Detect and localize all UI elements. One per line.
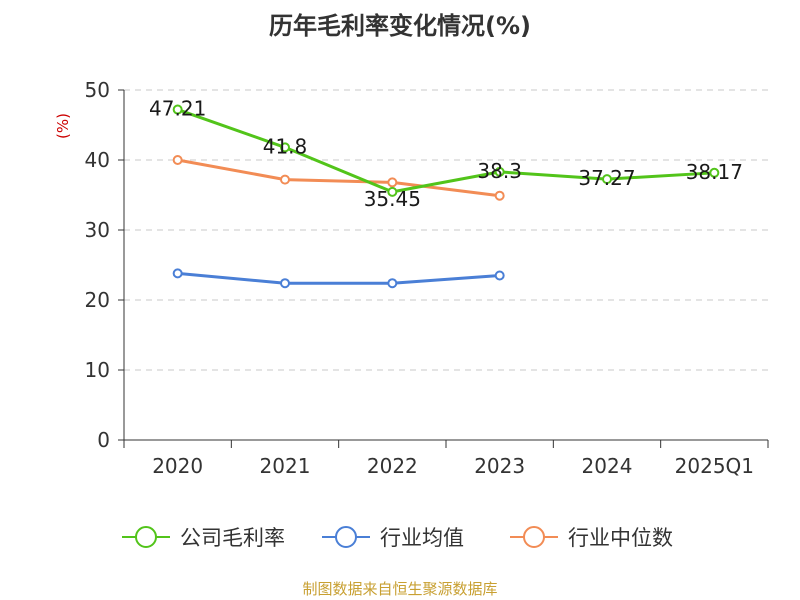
legend-label: 行业均值 [380, 526, 464, 550]
data-label: 38.17 [686, 160, 743, 184]
legend-item: 行业均值 [322, 526, 464, 550]
x-tick-label: 2024 [582, 454, 633, 478]
legend-item: 公司毛利率 [122, 526, 285, 550]
data-point [494, 190, 505, 201]
legend-marker [135, 526, 157, 548]
series-1 [172, 104, 720, 197]
x-tick-labels: 2020 2021 2022 2023 2024 2025Q1 [152, 454, 754, 478]
legend: 公司毛利率 行业均值 行业中位数 [122, 526, 673, 550]
y-axis-label: (%) [54, 113, 72, 139]
grid-lines [124, 89, 768, 371]
x-tick-label: 2022 [367, 454, 418, 478]
data-point [494, 166, 505, 177]
x-tick-label: 2023 [474, 454, 525, 478]
y-tick-labels: 0 10 20 30 40 50 [85, 78, 110, 452]
axes [118, 89, 769, 448]
data-point [387, 186, 398, 197]
series-group [172, 104, 720, 289]
x-tick-label: 2025Q1 [675, 454, 754, 478]
data-label: 37.27 [578, 166, 635, 190]
data-point [387, 177, 398, 188]
data-point [387, 278, 398, 289]
y-tick-label: 40 [85, 148, 110, 172]
y-tick-label: 20 [85, 288, 110, 312]
data-label: 47.21 [149, 97, 206, 121]
series-3 [172, 155, 505, 201]
data-point [172, 155, 183, 165]
series-2 [172, 268, 505, 289]
y-tick-label: 30 [85, 218, 110, 242]
data-point [172, 104, 183, 115]
data-labels: 47.21 41.8 35.45 38.3 37.27 38.17 [149, 97, 743, 211]
legend-label: 公司毛利率 [180, 526, 285, 550]
source-note: 制图数据来自恒生聚源数据库 [302, 580, 497, 598]
x-tick-label: 2021 [260, 454, 311, 478]
series-line [177, 271, 500, 285]
x-tick-label: 2020 [152, 454, 203, 478]
data-label: 38.3 [477, 159, 522, 183]
data-point [602, 174, 612, 185]
data-point [280, 174, 290, 185]
legend-marker [523, 526, 545, 548]
series-line [177, 108, 715, 194]
series-line [177, 158, 500, 198]
data-point [494, 270, 505, 281]
data-point [280, 142, 290, 153]
y-tick-label: 50 [85, 78, 110, 102]
y-tick-label: 0 [97, 428, 110, 452]
legend-marker [335, 526, 357, 548]
data-point [709, 167, 720, 178]
y-tick-label: 10 [85, 358, 110, 382]
data-label: 41.8 [263, 134, 308, 158]
data-label: 35.45 [364, 187, 421, 211]
chart-title: 历年毛利率变化情况(%) [269, 12, 531, 40]
data-point [172, 268, 183, 279]
legend-item: 行业中位数 [510, 526, 673, 550]
data-point [280, 278, 290, 289]
legend-label: 行业中位数 [568, 526, 673, 550]
